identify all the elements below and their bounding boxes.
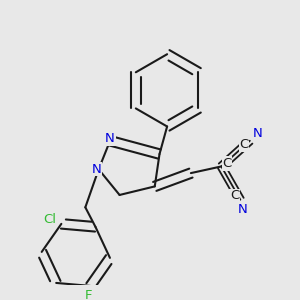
Text: Cl: Cl	[44, 213, 56, 226]
Text: N: N	[92, 163, 102, 176]
Text: N: N	[253, 127, 262, 140]
Text: C: C	[230, 189, 239, 203]
Text: C: C	[239, 138, 249, 151]
Text: F: F	[85, 289, 92, 300]
Text: C: C	[222, 157, 232, 170]
Text: N: N	[237, 203, 247, 216]
Text: N: N	[105, 132, 115, 146]
